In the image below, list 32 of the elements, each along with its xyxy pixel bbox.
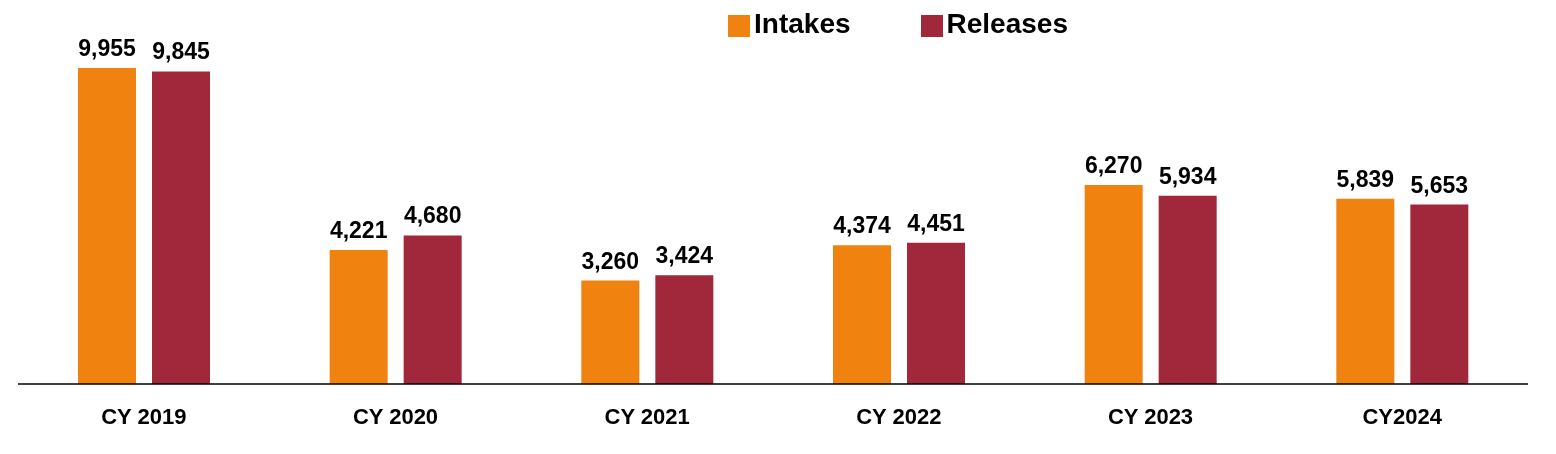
legend-label: Intakes (754, 8, 851, 39)
x-tick-label: CY2024 (1362, 403, 1443, 429)
bar (78, 68, 136, 384)
x-tick-label: CY 2021 (604, 403, 690, 429)
bar (1410, 204, 1469, 384)
data-label: 5,934 (1158, 162, 1217, 189)
data-label: 5,839 (1336, 165, 1395, 192)
bar (581, 280, 640, 384)
bar (1158, 195, 1217, 384)
bar (1084, 184, 1143, 384)
data-label: 9,955 (78, 35, 136, 61)
data-label: 3,260 (581, 247, 640, 274)
data-label: 4,221 (329, 217, 388, 244)
data-label: 4,374 (833, 212, 891, 239)
x-tick-label: CY 2020 (352, 403, 439, 429)
x-tick-label: CY 2019 (101, 403, 187, 429)
bar (907, 242, 965, 384)
x-tick-label: CY 2023 (1107, 403, 1194, 429)
bar (329, 250, 388, 384)
bar (152, 71, 210, 384)
legend-label: Releases (946, 8, 1068, 39)
bar (833, 245, 891, 384)
data-label: 9,845 (152, 38, 210, 65)
data-label: 6,270 (1084, 151, 1143, 178)
bar (403, 235, 462, 384)
data-label: 4,451 (907, 209, 965, 236)
bar (1336, 198, 1395, 384)
bar (655, 275, 714, 384)
data-label: 4,680 (403, 202, 462, 229)
data-label: 3,424 (655, 242, 714, 269)
data-label: 5,653 (1410, 171, 1469, 198)
x-tick-label: CY 2022 (856, 403, 942, 429)
